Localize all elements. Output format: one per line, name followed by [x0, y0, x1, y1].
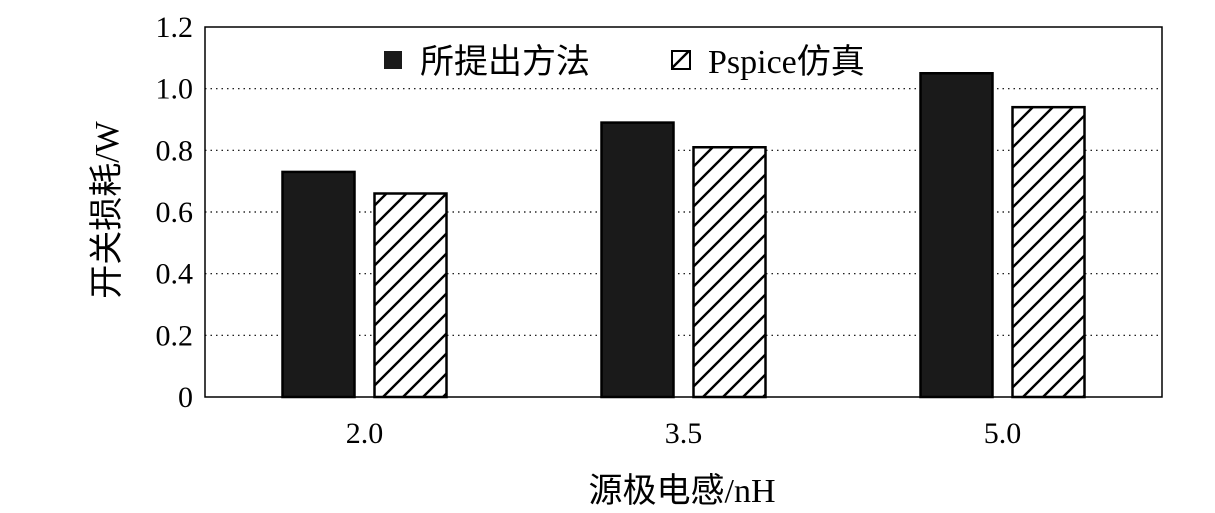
bar-series-1-2.0: [281, 170, 356, 399]
y-tick-label: 0.6: [156, 196, 194, 229]
x-tick-label: 3.5: [665, 417, 703, 450]
y-axis-ticks: 0 0.2 0.4 0.6 0.8 1.0 1.2: [156, 11, 194, 414]
legend-label-series-2: Pspice仿真: [708, 43, 865, 81]
y-tick-label: 0: [178, 381, 193, 414]
plot-frame: [204, 26, 1163, 398]
bar-series-2-3.5: [692, 146, 767, 399]
plot-border: [204, 26, 1163, 398]
bars: [281, 72, 1086, 399]
legend-swatch-series-2: [671, 50, 691, 70]
bar-series-1-5.0: [919, 72, 994, 399]
x-tick-label: 5.0: [984, 417, 1022, 450]
x-axis-ticks: 2.0 3.5 5.0: [346, 417, 1022, 450]
bar-series-2-5.0: [1011, 105, 1086, 399]
y-tick-label: 0.4: [156, 258, 194, 291]
x-tick-label: 2.0: [346, 417, 384, 450]
gridlines: [205, 88, 1162, 336]
y-axis-title: 开关损耗/W: [88, 120, 126, 298]
y-tick-label: 1.0: [156, 73, 194, 106]
y-tick-label: 0.8: [156, 134, 194, 167]
y-tick-label: 0.2: [156, 319, 194, 352]
x-axis-title: 源极电感/nH: [589, 472, 776, 510]
bar-series-1-3.5: [600, 121, 675, 399]
legend-label-series-1: 所提出方法: [420, 43, 590, 81]
legend-swatch-series-1: [384, 51, 402, 69]
bar-series-2-2.0: [373, 192, 448, 399]
y-tick-label: 1.2: [156, 11, 194, 44]
legend: 所提出方法 Pspice仿真: [384, 43, 865, 81]
